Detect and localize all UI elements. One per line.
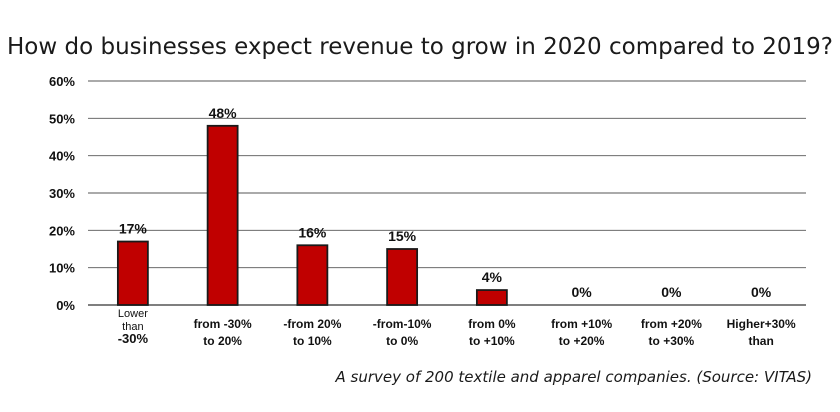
- bar-value-label: 0%: [661, 284, 682, 300]
- bar-value-label: 0%: [572, 284, 593, 300]
- bars: [116, 124, 508, 306]
- bar-value-label: 0%: [751, 284, 772, 300]
- bar: [296, 244, 329, 306]
- category-label: to +30%: [649, 334, 695, 348]
- category-label: from -30%: [194, 317, 252, 331]
- category-label: to 10%: [293, 334, 332, 348]
- bar-value-label: 15%: [388, 228, 417, 244]
- bar: [475, 289, 508, 306]
- category-label: than: [122, 321, 143, 333]
- source-note: A survey of 200 textile and apparel comp…: [335, 368, 812, 386]
- bar-value-label: 17%: [119, 221, 148, 237]
- grid-lines: [88, 80, 806, 306]
- y-tick-label: 10%: [49, 261, 75, 276]
- category-label: Lower: [118, 308, 148, 320]
- y-tick-label: 50%: [49, 111, 75, 126]
- bar-value-label: 16%: [298, 224, 327, 240]
- category-label: than: [748, 334, 773, 348]
- y-tick-label: 40%: [49, 149, 75, 164]
- bar: [116, 240, 149, 306]
- category-label: to 20%: [203, 334, 242, 348]
- y-axis-ticks: 0% 10% 20% 30% 40% 50% 60%: [49, 74, 75, 313]
- bar: [206, 124, 239, 306]
- y-tick-label: 20%: [49, 223, 75, 238]
- y-tick-label: 60%: [49, 74, 75, 89]
- chart-title: How do businesses expect revenue to grow…: [7, 34, 833, 60]
- bar-value-label: 48%: [209, 105, 238, 121]
- category-label: Higher+30%: [727, 317, 796, 331]
- category-label: from +20%: [641, 317, 702, 331]
- y-tick-label: 0%: [56, 298, 75, 313]
- category-label: to +20%: [559, 334, 605, 348]
- category-label: -30%: [118, 331, 149, 346]
- category-label: from +10%: [551, 317, 612, 331]
- value-labels: 17% 48% 16% 15% 4% 0% 0% 0%: [119, 105, 772, 300]
- category-label: to +10%: [469, 334, 515, 348]
- bar: [386, 248, 419, 306]
- category-label: -from-10%: [373, 317, 432, 331]
- category-label: -from 20%: [283, 317, 341, 331]
- bar-value-label: 4%: [482, 269, 503, 285]
- category-label: to 0%: [386, 334, 418, 348]
- category-label: from 0%: [468, 317, 516, 331]
- y-tick-label: 30%: [49, 186, 75, 201]
